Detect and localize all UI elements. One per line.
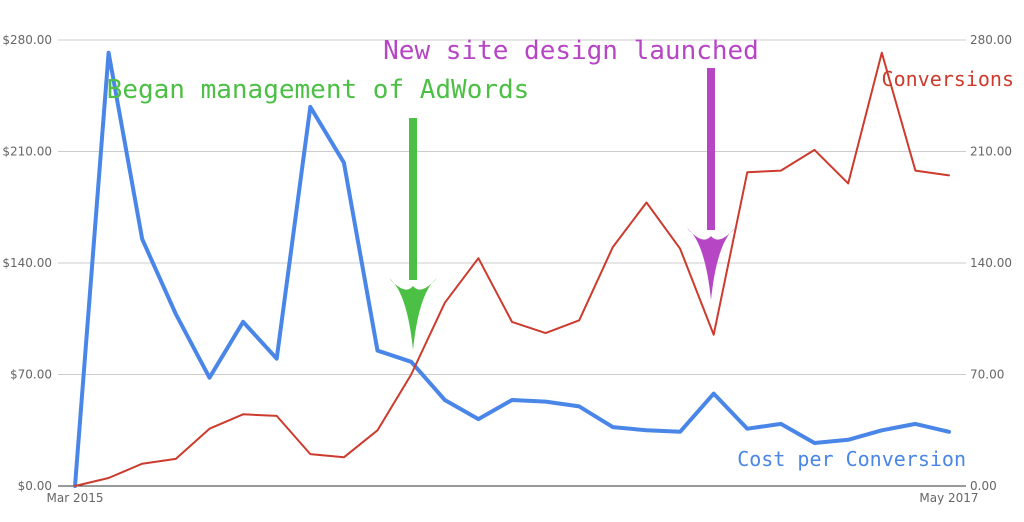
right-tick-label: 280.00 [970,33,1012,47]
right-tick-label: 0.00 [970,479,997,493]
annotation-arrow-head [687,228,735,300]
series-label-cost-per-conversion: Cost per Conversion [737,447,966,471]
series-line-conversions [74,51,950,487]
annotations-layer: Began management of AdWords New site desi… [107,36,759,350]
series-line-cost-per-conversion [73,50,951,488]
annotation-arrow-head [389,278,437,350]
left-axis-ticks: $0.00 $70.00 $140.00 $210.00 $280.00 [2,33,52,493]
series-layer [73,50,951,488]
left-tick-label: $210.00 [2,145,52,159]
right-tick-label: 140.00 [970,256,1012,270]
x-axis-ticks: Mar 2015 May 2017 [47,491,979,505]
gridlines [58,39,966,487]
left-tick-label: $140.00 [2,256,52,270]
annotation-label: Began management of AdWords [107,75,530,105]
series-label-conversions: Conversions [882,67,1014,91]
annotation-arrow-shaft [409,118,417,280]
annotation-arrow-shaft [707,68,715,230]
right-tick-label: 70.00 [970,368,1004,382]
right-tick-label: 210.00 [970,145,1012,159]
left-tick-label: $0.00 [18,479,52,493]
right-axis-ticks: 0.00 70.00 140.00 210.00 280.00 [970,33,1012,493]
left-tick-label: $280.00 [2,33,52,47]
annotation-label: New site design launched [383,36,759,66]
x-tick-label-end: May 2017 [919,491,978,505]
x-tick-label-start: Mar 2015 [47,491,104,505]
left-tick-label: $70.00 [10,368,52,382]
